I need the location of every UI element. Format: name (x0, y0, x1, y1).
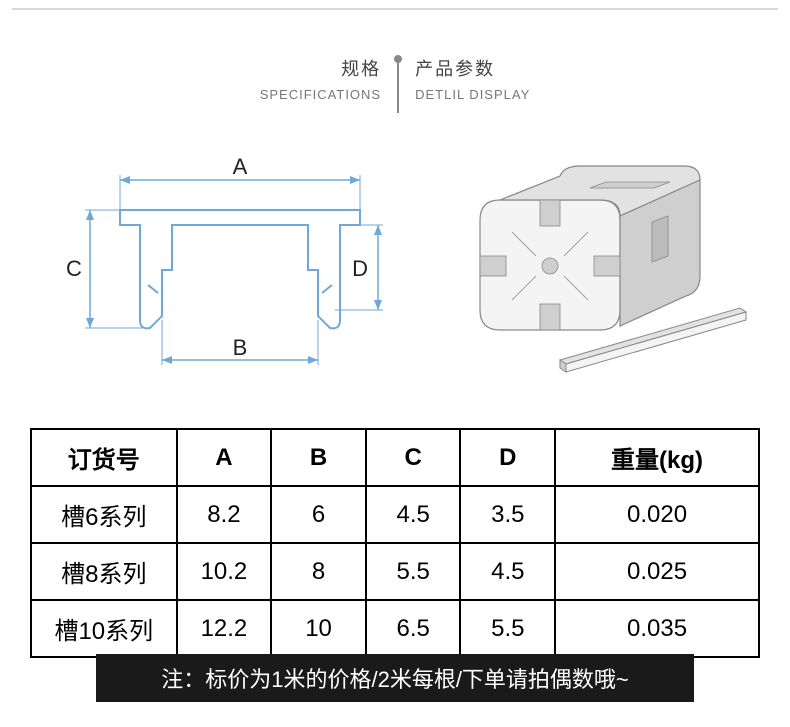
table-cell: 12.2 (177, 600, 272, 657)
svg-text:C: C (66, 256, 82, 281)
spec-right-cn: 产品参数 (415, 55, 530, 81)
footnote-text: 标价为1米的价格/2米每根/下单请拍偶数哦~ (205, 667, 629, 692)
table-cell: 槽10系列 (31, 600, 177, 657)
spec-header-left: 规格 SPECIFICATIONS (260, 55, 397, 102)
svg-text:D: D (352, 256, 368, 281)
table-header-row: 订货号ABCD重量(kg) (31, 429, 759, 486)
spec-left-en: SPECIFICATIONS (260, 87, 381, 102)
footnote-bar: 注：标价为1米的价格/2米每根/下单请拍偶数哦~ (96, 654, 694, 702)
table-cell: 4.5 (366, 486, 461, 543)
table-header-cell: B (271, 429, 366, 486)
table-cell: 5.5 (460, 600, 555, 657)
diagram-row: A B C D (60, 140, 760, 400)
table-header-cell: 重量(kg) (555, 429, 759, 486)
table-header-cell: C (366, 429, 461, 486)
table-header-cell: A (177, 429, 272, 486)
svg-text:A: A (233, 154, 248, 179)
divider-line-icon (397, 63, 399, 113)
table-cell: 8 (271, 543, 366, 600)
table-cell: 5.5 (366, 543, 461, 600)
table-cell: 0.025 (555, 543, 759, 600)
isometric-render (440, 160, 760, 380)
table-header-cell: 订货号 (31, 429, 177, 486)
table-cell: 4.5 (460, 543, 555, 600)
spec-divider (397, 55, 399, 113)
cross-section-diagram: A B C D (60, 150, 390, 390)
spec-left-cn: 规格 (260, 55, 381, 81)
table-row: 槽8系列10.285.54.50.025 (31, 543, 759, 600)
table-cell: 10 (271, 600, 366, 657)
table-cell: 10.2 (177, 543, 272, 600)
top-border-line (12, 8, 778, 10)
table-cell: 6.5 (366, 600, 461, 657)
table-row: 槽6系列8.264.53.50.020 (31, 486, 759, 543)
table-body: 槽6系列8.264.53.50.020槽8系列10.285.54.50.025槽… (31, 486, 759, 657)
table-cell: 槽6系列 (31, 486, 177, 543)
table-cell: 3.5 (460, 486, 555, 543)
svg-text:B: B (233, 335, 248, 360)
table-cell: 0.020 (555, 486, 759, 543)
table-row: 槽10系列12.2106.55.50.035 (31, 600, 759, 657)
table-cell: 0.035 (555, 600, 759, 657)
spec-header-right: 产品参数 DETLIL DISPLAY (399, 55, 530, 102)
footnote-prefix: 注： (161, 667, 205, 692)
spec-header: 规格 SPECIFICATIONS 产品参数 DETLIL DISPLAY (0, 55, 790, 113)
spec-table: 订货号ABCD重量(kg) 槽6系列8.264.53.50.020槽8系列10.… (30, 428, 760, 658)
spec-right-en: DETLIL DISPLAY (415, 87, 530, 102)
table-header-cell: D (460, 429, 555, 486)
table-cell: 6 (271, 486, 366, 543)
table-cell: 8.2 (177, 486, 272, 543)
table-cell: 槽8系列 (31, 543, 177, 600)
